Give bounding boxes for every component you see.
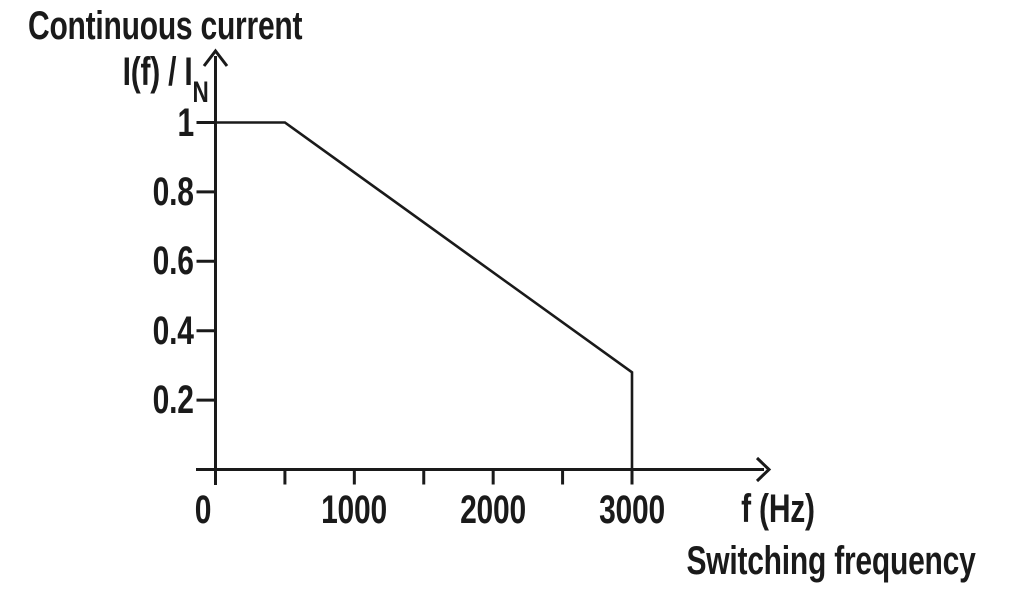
y-axis-label-subscript: N	[192, 76, 209, 109]
y-axis-label-main: I(f) / I	[123, 50, 193, 94]
x-tick-label: 1000	[321, 488, 388, 532]
chart-title: Continuous current	[28, 4, 303, 48]
y-tick-label: 1	[177, 100, 195, 145]
x-tick-label: 2000	[460, 488, 527, 532]
x-axis-unit-label: f (Hz)	[741, 487, 815, 531]
x-axis-title: Switching frequency	[686, 539, 976, 583]
x-axis-arrow-icon	[755, 456, 772, 483]
derating-curve	[215, 121, 634, 470]
y-tick-label: 0.6	[152, 239, 194, 284]
y-tick-label: 0.8	[152, 169, 194, 214]
y-tick-label: 0.2	[152, 378, 194, 423]
y-axis-arrow-icon	[202, 48, 229, 67]
x-tick-label: 3000	[599, 488, 665, 532]
y-tick-label: 0.4	[152, 308, 194, 353]
x-tick-label: 0	[194, 488, 211, 532]
y-axis-label: I(f) / IN	[123, 50, 209, 108]
